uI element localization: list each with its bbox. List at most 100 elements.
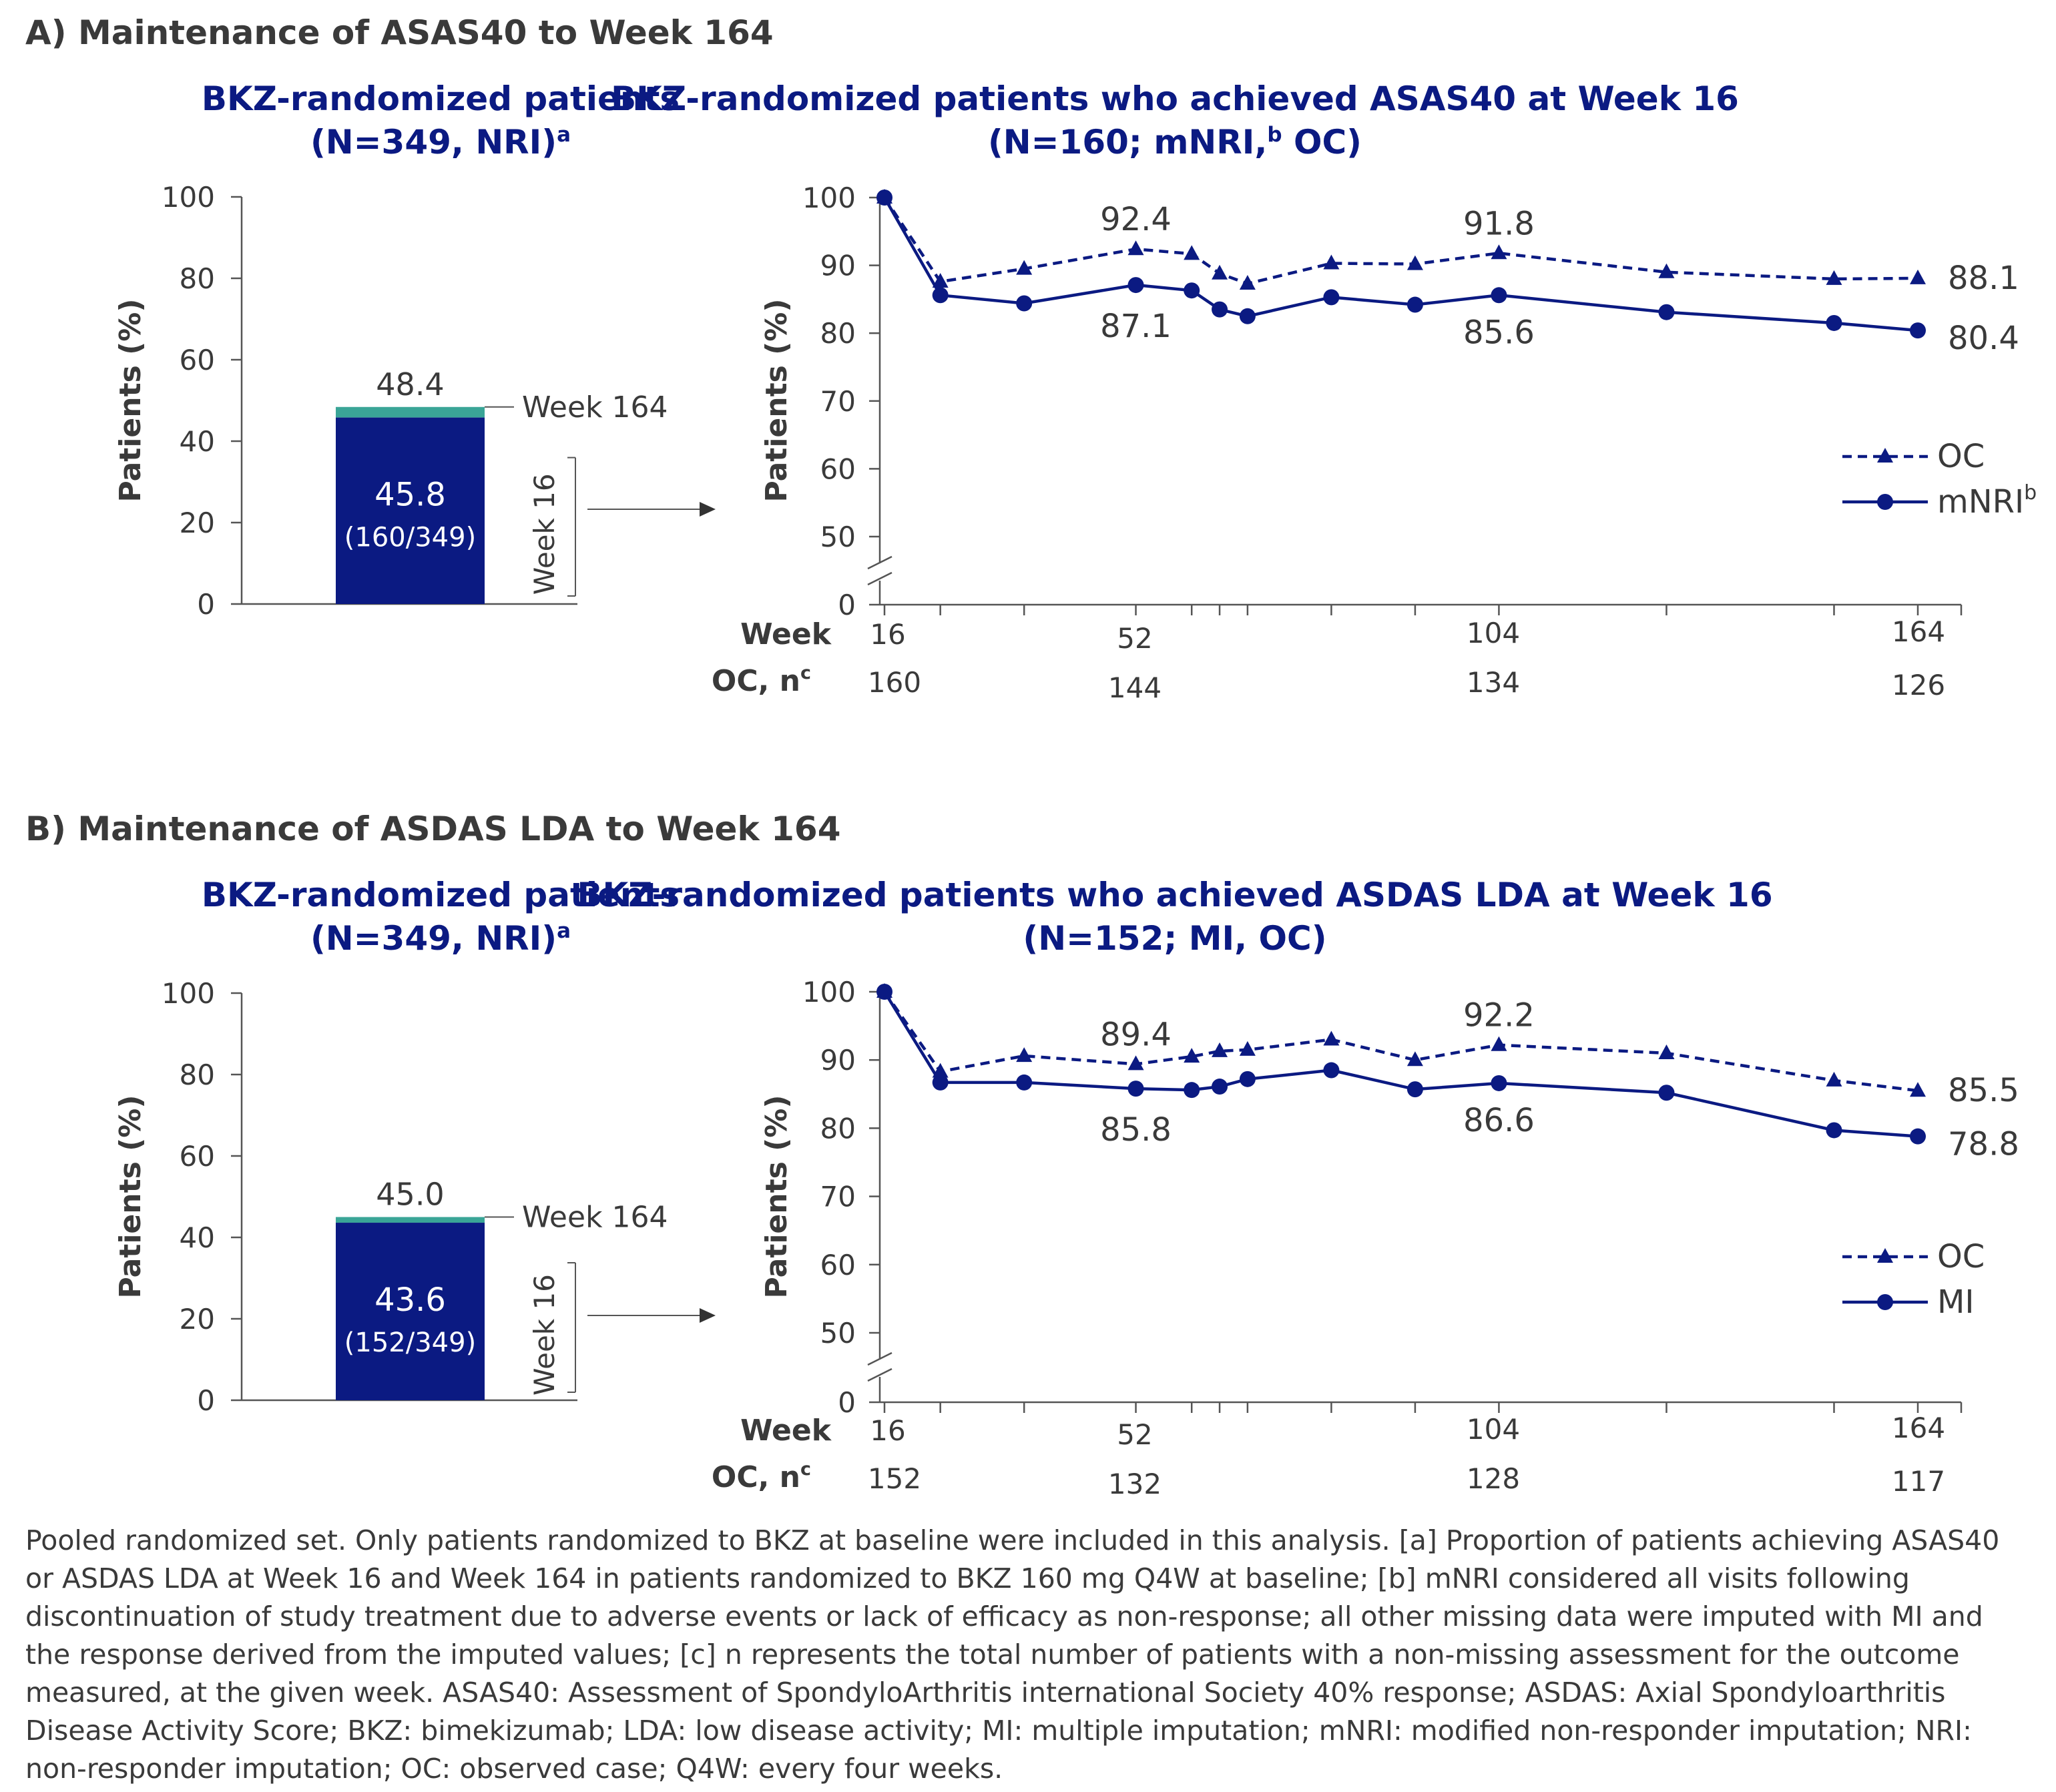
oc-n-row-label-b: OC, nc — [712, 1459, 811, 1494]
data-label-oc-104-b: 92.2 — [1463, 997, 1535, 1034]
point-oc — [1658, 263, 1675, 278]
point-oc — [1491, 244, 1507, 260]
bar-week164-increment-a — [336, 406, 485, 418]
data-label-main-52-b: 85.8 — [1100, 1111, 1172, 1149]
week-tick-label-a: 164 — [1892, 615, 1945, 648]
point-oc — [1323, 1030, 1340, 1046]
bar-y-tick-label-b: 60 — [180, 1140, 215, 1173]
point-oc — [1184, 245, 1200, 260]
point-mnri — [932, 287, 949, 304]
oc-n-value-b: 128 — [1467, 1462, 1520, 1495]
point-oc — [1239, 1040, 1256, 1056]
line-y-tick-label-b: 90 — [820, 1044, 856, 1077]
point-oc — [1239, 275, 1256, 290]
line-y-tick-label-b: 50 — [820, 1317, 856, 1350]
point-mi — [1016, 1074, 1033, 1091]
point-mnri — [1826, 314, 1842, 331]
data-label-oc-52-b: 89.4 — [1100, 1016, 1172, 1053]
point-oc — [1127, 240, 1144, 256]
data-label-oc-164-b: 85.5 — [1948, 1072, 2019, 1109]
week-row-label-b: Week — [740, 1414, 832, 1448]
line-y-tick-label-b: 80 — [820, 1112, 856, 1145]
data-label-oc-104-a: 91.8 — [1463, 205, 1535, 242]
bar-y-tick-label-a: 100 — [162, 181, 215, 214]
week-tick-label-b: 104 — [1467, 1413, 1520, 1446]
point-oc — [932, 1063, 949, 1078]
week16-tag-b: Week 16 — [528, 1274, 561, 1396]
point-oc — [1491, 1036, 1507, 1051]
connector-arrowhead-b — [700, 1308, 716, 1323]
bar-y-tick-label-b: 100 — [162, 977, 215, 1010]
point-mi — [1406, 1081, 1423, 1098]
legend-marker-mi — [1877, 1294, 1893, 1310]
line-y-tick-label-a: 60 — [820, 453, 856, 485]
legend-marker-oc — [1877, 448, 1893, 463]
point-mi — [1212, 1079, 1228, 1095]
point-oc — [1910, 1082, 1926, 1097]
week164-tag-a: Week 164 — [522, 390, 668, 424]
point-oc — [1826, 1071, 1842, 1087]
bar-y-axis-label-a: Patients (%) — [113, 299, 148, 503]
week-tick-label-b: 16 — [870, 1414, 905, 1447]
line-y-axis-label-b: Patients (%) — [760, 1095, 794, 1299]
point-mi — [1239, 1071, 1256, 1087]
line-y-tick-label-b: 70 — [820, 1181, 856, 1213]
point-oc — [876, 983, 892, 998]
bar-week16-fraction-b: (152/349) — [344, 1327, 476, 1358]
point-oc — [1212, 264, 1228, 280]
point-mi — [1323, 1062, 1340, 1079]
point-mi — [1127, 1081, 1144, 1097]
point-mnri — [1239, 308, 1256, 324]
week-tick-label-a: 104 — [1467, 617, 1520, 649]
point-oc — [1127, 1055, 1144, 1071]
point-oc — [1323, 254, 1340, 270]
week-tick-label-a: 16 — [870, 618, 905, 651]
section-title-a: A) Maintenance of ASAS40 to Week 164 — [25, 13, 774, 52]
oc-n-value-a: 144 — [1108, 671, 1162, 704]
legend-label-oc: OC — [1937, 438, 1985, 475]
data-label-main-104-b: 86.6 — [1463, 1102, 1535, 1139]
point-mi — [1910, 1128, 1926, 1145]
legend-label-oc: OC — [1937, 1238, 1985, 1275]
point-mi — [932, 1074, 949, 1091]
bar-title-b: BKZ-randomized patients — [202, 876, 680, 914]
week164-tag-b: Week 164 — [522, 1201, 668, 1235]
bar-y-tick-label-b: 80 — [180, 1059, 215, 1091]
point-mnri — [1212, 301, 1228, 318]
week-row-label-a: Week — [740, 617, 832, 651]
bar-y-tick-label-a: 0 — [197, 588, 215, 621]
footnote: Pooled randomized set. Only patients ran… — [25, 1524, 2000, 1785]
week-tick-label-b: 164 — [1892, 1412, 1945, 1444]
line-y-axis-label-a: Patients (%) — [760, 299, 794, 503]
bar-week16-value-a: 45.8 — [374, 477, 446, 514]
bar-y-tick-label-b: 20 — [180, 1303, 215, 1335]
data-label-main-52-a: 87.1 — [1100, 308, 1172, 345]
point-mi — [1184, 1082, 1200, 1099]
point-oc — [1910, 269, 1926, 284]
point-mnri — [1406, 296, 1423, 313]
bar-y-tick-label-a: 40 — [180, 425, 215, 458]
point-oc — [876, 189, 892, 204]
line-y-tick-label-a: 0 — [838, 589, 856, 621]
bar-week16-b — [336, 1223, 485, 1400]
line-title-a: BKZ-randomized patients who achieved ASA… — [611, 79, 1739, 118]
point-mnri — [1910, 322, 1926, 339]
legend-marker-oc — [1877, 1248, 1893, 1263]
series-line-mi — [883, 990, 1918, 1138]
axis-break-mark-b — [867, 1352, 892, 1366]
oc-n-row-label-a: OC, nc — [712, 663, 811, 698]
point-mnri — [1184, 282, 1200, 299]
line-y-tick-label-b: 60 — [820, 1249, 856, 1281]
point-mnri — [1658, 304, 1675, 320]
bar-y-axis-label-b: Patients (%) — [113, 1095, 148, 1299]
axis-break-mark-a — [867, 571, 892, 586]
point-oc — [1658, 1044, 1675, 1059]
point-mnri — [1127, 277, 1144, 294]
week-tick-label-a: 52 — [1117, 622, 1152, 655]
line-y-tick-label-a: 80 — [820, 317, 856, 350]
bar-y-tick-label-a: 60 — [180, 344, 215, 376]
bar-y-tick-label-a: 80 — [180, 262, 215, 295]
point-oc — [1406, 255, 1423, 270]
bar-y-tick-label-b: 40 — [180, 1221, 215, 1254]
bar-y-tick-label-b: 0 — [197, 1384, 215, 1417]
